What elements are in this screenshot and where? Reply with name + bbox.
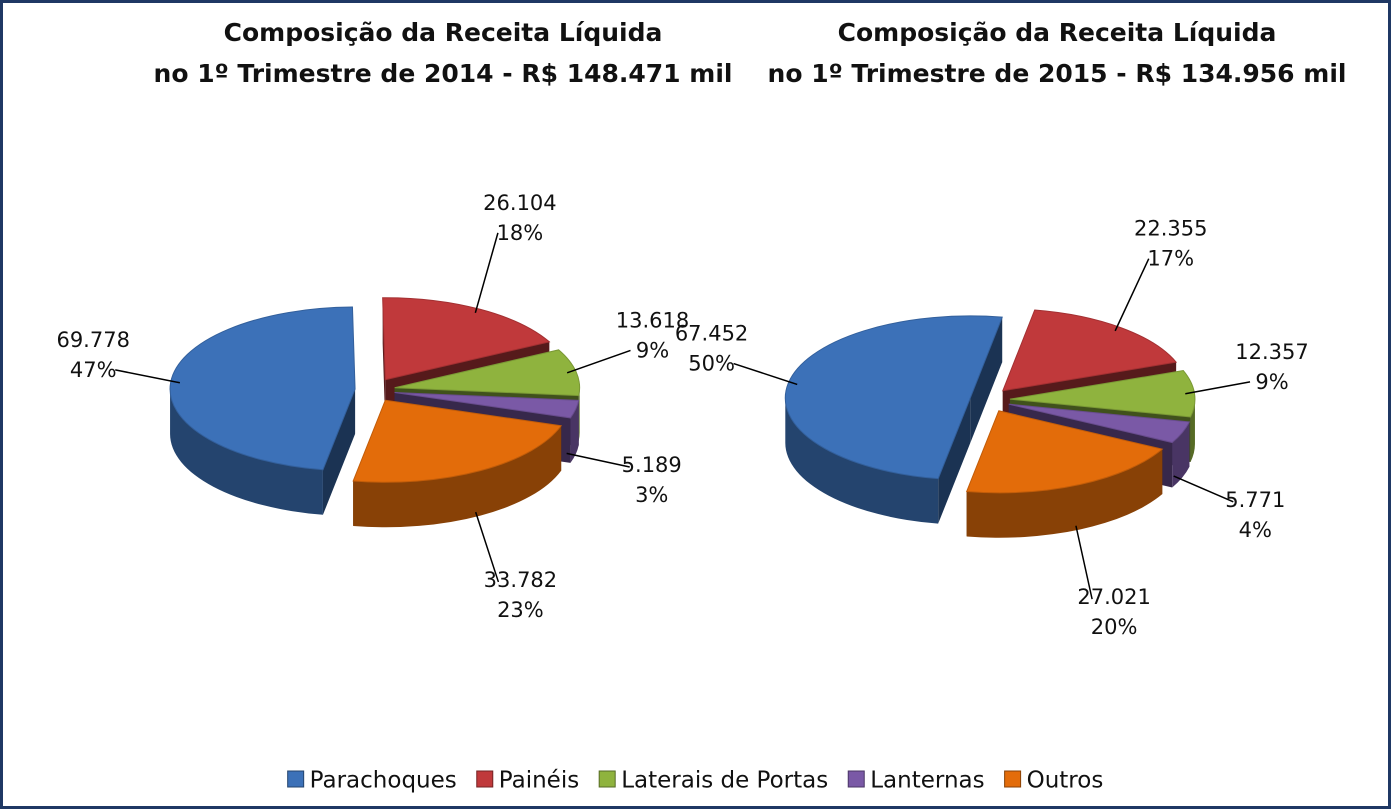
- data-label: 26.104: [483, 191, 556, 215]
- leader-line: [474, 232, 499, 314]
- legend-label: Painéis: [499, 768, 579, 794]
- data-label: 50%: [688, 352, 735, 376]
- slice-side: [1172, 421, 1190, 488]
- data-label: 22.355: [1134, 217, 1207, 241]
- data-label: 4%: [1239, 518, 1272, 542]
- data-label: 5.771: [1225, 488, 1285, 512]
- legend-swatch: [847, 770, 865, 788]
- leader-line: [115, 369, 181, 384]
- data-label: 12.357: [1235, 340, 1308, 364]
- slice-top: [965, 410, 1164, 494]
- data-label: 47%: [70, 358, 117, 382]
- slice-top: [382, 297, 551, 381]
- data-label: 20%: [1091, 615, 1138, 639]
- chart-title: Composição da Receita Líquida: [224, 18, 663, 47]
- legend-label: Outros: [1027, 768, 1104, 794]
- data-label: 3%: [635, 483, 668, 507]
- leader-line: [1114, 258, 1150, 332]
- data-label: 27.021: [1077, 585, 1150, 609]
- slice-top: [394, 349, 581, 397]
- chart-title: no 1º Trimestre de 2014 - R$ 148.471 mil: [154, 59, 733, 88]
- leader-line: [1185, 381, 1251, 395]
- slice: [784, 315, 1003, 524]
- slice-top: [1002, 309, 1178, 392]
- slice-top: [784, 315, 1003, 480]
- slice-top: [169, 306, 356, 471]
- data-label: 17%: [1147, 247, 1194, 271]
- slice: [352, 399, 563, 528]
- data-label: 69.778: [56, 328, 129, 352]
- legend-label: Parachoques: [310, 768, 457, 794]
- leader-line: [566, 452, 630, 468]
- leader-line: [1075, 525, 1093, 600]
- slice-top: [352, 399, 563, 483]
- slice-wall: [938, 397, 971, 524]
- legend: Parachoques Painéis Laterais de Portas Lant…: [287, 768, 1104, 794]
- slice: [965, 410, 1164, 538]
- data-label: 9%: [636, 338, 669, 362]
- data-label: 13.618: [616, 308, 689, 332]
- legend-label: Laterais de Portas: [621, 768, 828, 794]
- slice: [169, 306, 356, 515]
- slice-side: [966, 449, 1163, 538]
- data-label: 23%: [497, 598, 544, 622]
- data-label: 67.452: [675, 322, 748, 346]
- slice-side: [353, 425, 562, 528]
- leader-line: [566, 349, 631, 374]
- data-label: 9%: [1255, 370, 1288, 394]
- legend-swatch: [1004, 770, 1022, 788]
- slice-top: [1008, 403, 1191, 444]
- data-label: 18%: [497, 221, 544, 245]
- slice-wall: [322, 389, 356, 515]
- legend-label: Lanternas: [870, 768, 984, 794]
- chart-title: Composição da Receita Líquida: [838, 18, 1277, 47]
- slice-wall: [970, 317, 1003, 443]
- slice-side: [170, 389, 323, 515]
- legend-swatch: [598, 770, 616, 788]
- slice-side: [785, 397, 939, 524]
- slice-side: [570, 400, 579, 463]
- legend-swatch: [476, 770, 494, 788]
- data-label: 5.189: [622, 453, 682, 477]
- data-label: 33.782: [484, 568, 557, 592]
- leader-line: [1173, 475, 1234, 503]
- chart-title: no 1º Trimestre de 2015 - R$ 134.956 mil: [768, 59, 1347, 88]
- leader-line: [474, 511, 500, 583]
- leader-line: [733, 362, 798, 386]
- slice-top: [1009, 370, 1196, 418]
- legend-swatch: [287, 770, 305, 788]
- slice-top: [394, 391, 580, 419]
